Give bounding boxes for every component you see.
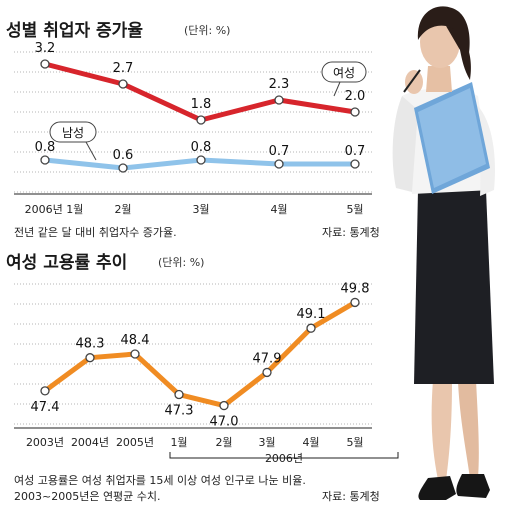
chart-1-unit: (단위: %) bbox=[184, 24, 230, 37]
x-tick-label: 2003년 bbox=[26, 436, 64, 449]
data-point bbox=[130, 349, 140, 359]
series-label-male: 남성 bbox=[62, 126, 84, 140]
callout-line bbox=[85, 141, 97, 161]
chart-2-x-ticks: 2003년 2004년 2005년 1월 2월 3월 4월 5월 bbox=[26, 436, 364, 449]
data-label: 0.8 bbox=[35, 140, 56, 155]
data-label: 48.3 bbox=[76, 337, 105, 352]
chart-2-source: 자료: 통계청 bbox=[322, 490, 380, 503]
data-label: 1.8 bbox=[191, 97, 212, 112]
x-tick-label: 2006년 1월 bbox=[25, 203, 84, 216]
series-label-male-box bbox=[49, 121, 97, 143]
chart-1-title: 성별 취업자 증가율 bbox=[6, 20, 143, 41]
x-tick-label: 5월 bbox=[346, 203, 363, 216]
chart-2-group-bracket bbox=[169, 452, 399, 459]
data-label: 0.7 bbox=[269, 144, 290, 159]
data-label: 47.4 bbox=[31, 400, 60, 415]
chart-2-unit: (단위: %) bbox=[158, 256, 204, 269]
data-point bbox=[40, 59, 50, 69]
series-label-female: 여성 bbox=[333, 66, 355, 80]
series-line-female-employment bbox=[43, 300, 357, 409]
data-point bbox=[40, 386, 50, 396]
data-point bbox=[174, 389, 184, 400]
data-point bbox=[350, 107, 360, 117]
data-point bbox=[85, 353, 95, 363]
data-label: 47.9 bbox=[253, 351, 282, 366]
data-label: 47.3 bbox=[165, 404, 194, 419]
chart-2-note-line-2: 2003~2005년은 연평균 수치. bbox=[14, 490, 161, 503]
data-label: 48.4 bbox=[121, 333, 150, 348]
x-tick-label: 2004년 bbox=[71, 436, 109, 449]
data-point bbox=[196, 115, 206, 125]
data-point bbox=[118, 79, 128, 89]
data-label: 2.3 bbox=[269, 77, 290, 92]
chart-2-group-label: 2006년 bbox=[265, 452, 303, 465]
x-tick-label: 2월 bbox=[215, 436, 232, 449]
chart-2-title: 여성 고용률 추이 bbox=[6, 253, 127, 273]
data-label: 3.2 bbox=[35, 41, 56, 56]
x-tick-label: 4월 bbox=[302, 436, 319, 449]
data-point bbox=[306, 323, 316, 333]
x-tick-label: 2005년 bbox=[116, 436, 154, 449]
x-tick-label: 2월 bbox=[114, 203, 131, 216]
data-point bbox=[219, 400, 229, 411]
chart-1-gridlines bbox=[14, 51, 372, 195]
chart-1-note: 전년 같은 달 대비 취업자수 증가율. bbox=[14, 226, 177, 239]
data-point bbox=[274, 95, 284, 105]
series-label-female-box bbox=[321, 61, 367, 83]
chart-2-gridlines bbox=[14, 283, 372, 429]
x-tick-label: 5월 bbox=[346, 436, 363, 449]
x-tick-label: 4월 bbox=[270, 203, 287, 216]
data-point bbox=[118, 163, 128, 173]
chart-2-note-line-1: 여성 고용률은 여성 취업자를 15세 이상 여성 인구로 나눈 비율. bbox=[14, 474, 306, 487]
data-point bbox=[262, 367, 272, 378]
woman-illustration bbox=[392, 6, 495, 500]
data-label: 47.0 bbox=[210, 415, 239, 430]
chart-1-source: 자료: 통계청 bbox=[322, 226, 380, 239]
data-label: 2.0 bbox=[345, 89, 366, 104]
data-label: 0.6 bbox=[113, 148, 134, 163]
data-label: 0.7 bbox=[345, 144, 366, 159]
data-point bbox=[350, 159, 360, 169]
chart-2-series: 47.4 48.3 48.4 47.3 47.0 47.9 49.1 49.8 bbox=[31, 281, 370, 429]
data-point bbox=[196, 155, 206, 165]
data-label: 49.1 bbox=[297, 307, 326, 322]
callout-line bbox=[333, 81, 341, 97]
chart-2: 여성 고용률 추이 (단위: %) 47.448.3 48.447.347.047… bbox=[6, 253, 399, 503]
data-label: 2.7 bbox=[113, 61, 134, 76]
data-point bbox=[350, 297, 360, 308]
data-point bbox=[40, 155, 50, 165]
data-point bbox=[274, 159, 284, 169]
chart-1: 성별 취업자 증가율 (단위: %) 3.2 2.7 1.8 2.3 2.0 0.8 0.6… bbox=[6, 20, 380, 239]
data-label: 0.8 bbox=[191, 140, 212, 155]
x-tick-label: 3월 bbox=[192, 203, 209, 216]
data-label: 49.8 bbox=[341, 281, 370, 296]
chart-1-x-ticks: 2006년 1월 2월 3월 4월 5월 bbox=[25, 203, 364, 216]
x-tick-label: 1월 bbox=[170, 436, 187, 449]
x-tick-label: 3월 bbox=[258, 436, 275, 449]
